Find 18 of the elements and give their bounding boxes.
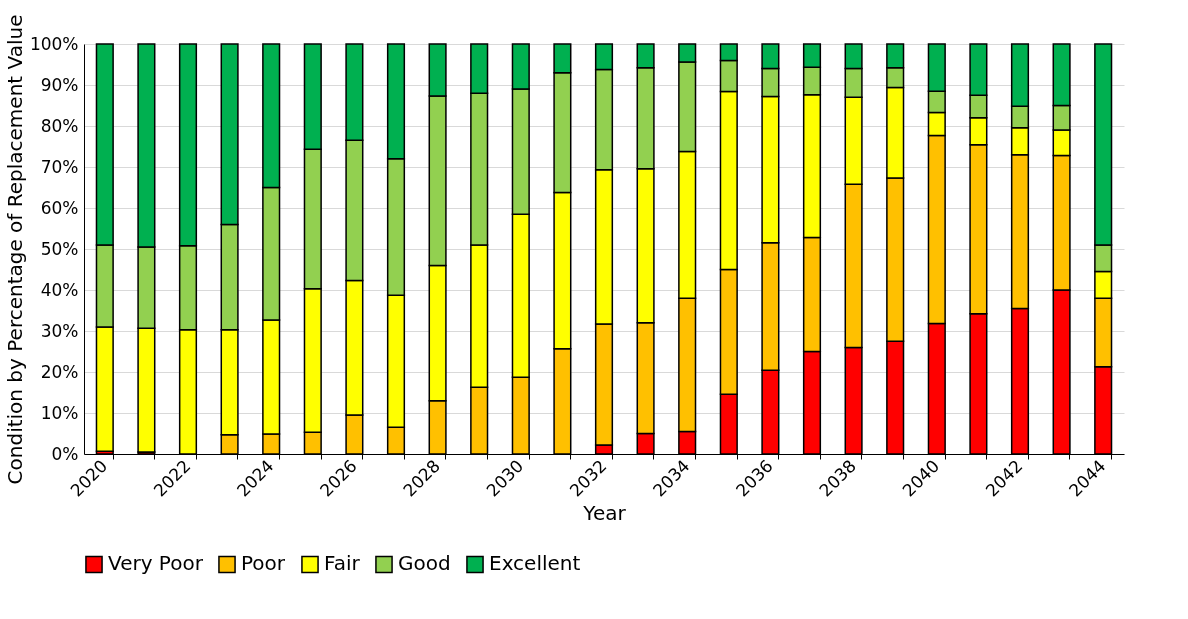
- y-axis-title: Condition by Percentage of Replacement Value: [2, 14, 27, 485]
- y-tick-label: 50%: [40, 238, 79, 259]
- legend-label: Good: [398, 551, 451, 576]
- legend-label: Very Poor: [108, 551, 204, 576]
- y-tick-label: 40%: [40, 279, 79, 300]
- y-tick-label: 70%: [40, 156, 79, 177]
- y-tick-label: 100%: [29, 33, 79, 54]
- legend-label: Poor: [241, 551, 286, 576]
- y-tick-label: 60%: [40, 197, 79, 218]
- legend-label: Excellent: [489, 551, 581, 576]
- y-tick-label: 30%: [40, 320, 79, 341]
- y-tick-label: 0%: [51, 443, 79, 464]
- legend-label: Fair: [324, 551, 361, 576]
- y-tick-label: 10%: [40, 402, 79, 423]
- y-tick-label: 90%: [40, 74, 79, 95]
- y-tick-label: 80%: [40, 115, 79, 136]
- x-axis-title: Year: [582, 500, 627, 525]
- y-tick-label: 20%: [40, 361, 79, 382]
